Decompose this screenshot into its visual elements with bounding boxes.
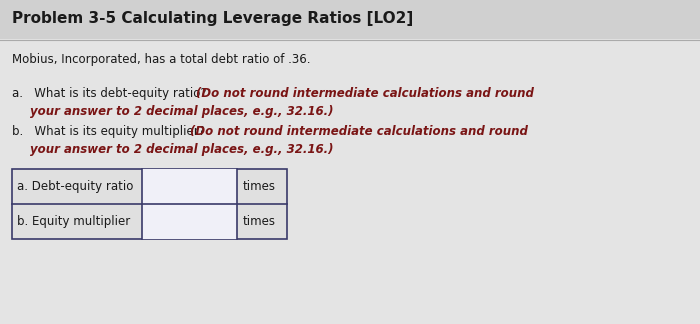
Text: times: times xyxy=(243,215,276,228)
Text: b.   What is its equity multiplier?: b. What is its equity multiplier? xyxy=(12,124,209,137)
Text: Problem 3-5 Calculating Leverage Ratios [LO2]: Problem 3-5 Calculating Leverage Ratios … xyxy=(12,11,413,27)
Text: b. Equity multiplier: b. Equity multiplier xyxy=(17,215,130,228)
Text: (Do not round intermediate calculations and round: (Do not round intermediate calculations … xyxy=(190,124,528,137)
Text: Mobius, Incorporated, has a total debt ratio of .36.: Mobius, Incorporated, has a total debt r… xyxy=(12,52,311,65)
Bar xyxy=(142,169,237,204)
Text: times: times xyxy=(243,180,276,193)
Bar xyxy=(0,34,700,324)
Bar xyxy=(142,204,237,239)
Text: (Do not round intermediate calculations and round: (Do not round intermediate calculations … xyxy=(196,87,534,100)
Text: your answer to 2 decimal places, e.g., 32.16.): your answer to 2 decimal places, e.g., 3… xyxy=(30,106,333,119)
Bar xyxy=(0,0,700,39)
Text: your answer to 2 decimal places, e.g., 32.16.): your answer to 2 decimal places, e.g., 3… xyxy=(30,143,333,156)
Text: a. Debt-equity ratio: a. Debt-equity ratio xyxy=(17,180,134,193)
Text: a.   What is its debt-equity ratio?: a. What is its debt-equity ratio? xyxy=(12,87,211,100)
Bar xyxy=(12,169,287,239)
